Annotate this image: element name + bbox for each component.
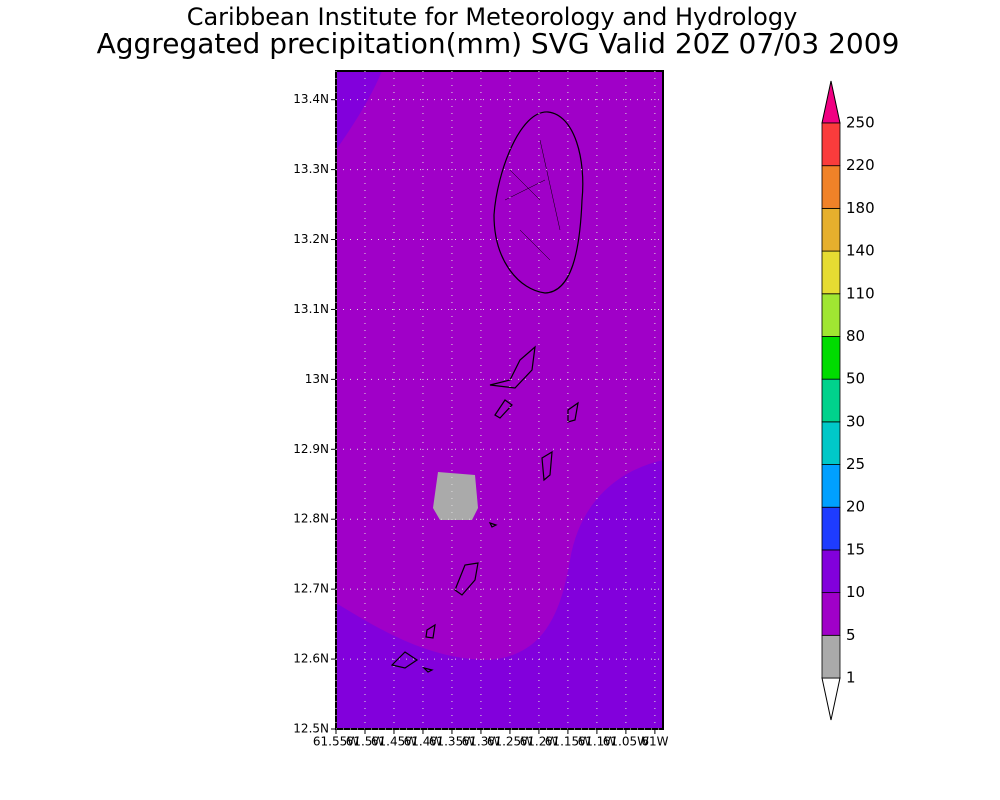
colorbar-band: [821, 336, 841, 380]
colorbar-label: 5: [846, 626, 856, 644]
y-tick-label: 13.4N: [293, 92, 329, 106]
y-tick-label: 13.1N: [293, 302, 329, 316]
y-tick-label: 13.2N: [293, 232, 329, 246]
precip-field: [336, 460, 663, 729]
title: Caribbean Institute for Meteorology and …: [187, 3, 798, 31]
x-tick-label: 61.35W: [429, 735, 475, 749]
x-tick-label: 61.45W: [371, 735, 417, 749]
colorbar-band: [821, 464, 841, 508]
subtitle: Aggregated precipitation(mm) SVG Valid 2…: [97, 27, 900, 60]
colorbar-label: 180: [846, 199, 875, 217]
colorbar-label: 25: [846, 455, 865, 473]
y-tick-label: 13.3N: [293, 162, 329, 176]
x-tick-label: 61.1W: [578, 735, 617, 749]
colorbar-band: [821, 549, 841, 594]
colorbar-band: [821, 378, 841, 423]
map: [335, 70, 664, 730]
y-tick-label: 12.6N: [293, 652, 329, 666]
x-tick-label: 61.5W: [346, 735, 385, 749]
x-tick-label: 61.15W: [545, 735, 591, 749]
x-tick-label: 61W: [641, 735, 668, 749]
colorbar-label: 10: [846, 583, 865, 601]
y-tick-label: 12.5N: [293, 722, 329, 736]
colorbar-label: 20: [846, 498, 865, 516]
colorbar-band: [821, 165, 841, 209]
colorbar-band: [821, 592, 841, 636]
colorbar-band: [821, 293, 841, 337]
colorbar-over: [821, 80, 841, 124]
colorbar-label: 140: [846, 242, 875, 260]
colorbar-band: [821, 506, 841, 551]
colorbar-label: 250: [846, 114, 875, 132]
x-tick-label: 61.55W: [313, 735, 359, 749]
colorbar-band: [821, 122, 841, 167]
x-tick-label: 61.3W: [462, 735, 501, 749]
precip-field: [336, 71, 382, 150]
colorbar-label: 220: [846, 156, 875, 174]
y-tick-label: 12.9N: [293, 442, 329, 456]
y-tick-label: 12.8N: [293, 512, 329, 526]
colorbar-label: 30: [846, 412, 865, 430]
x-tick-label: 61.25W: [487, 735, 533, 749]
colorbar-label: 50: [846, 370, 865, 388]
colorbar-band: [821, 421, 841, 465]
x-tick-label: 61.4W: [404, 735, 443, 749]
colorbar-label: 1: [846, 669, 856, 687]
y-tick-label: 13N: [305, 372, 329, 386]
colorbar-label: 15: [846, 540, 865, 558]
colorbar-band: [821, 207, 841, 252]
y-tick-label: 12.7N: [293, 582, 329, 596]
colorbar-under: [821, 677, 841, 721]
precip-field: [433, 472, 478, 520]
x-tick-label: 61.05W: [603, 735, 649, 749]
colorbar-band: [821, 250, 841, 295]
colorbar-band: [821, 634, 841, 679]
colorbar-label: 110: [846, 284, 875, 302]
x-tick-label: 61.2W: [520, 735, 559, 749]
colorbar-label: 80: [846, 327, 865, 345]
